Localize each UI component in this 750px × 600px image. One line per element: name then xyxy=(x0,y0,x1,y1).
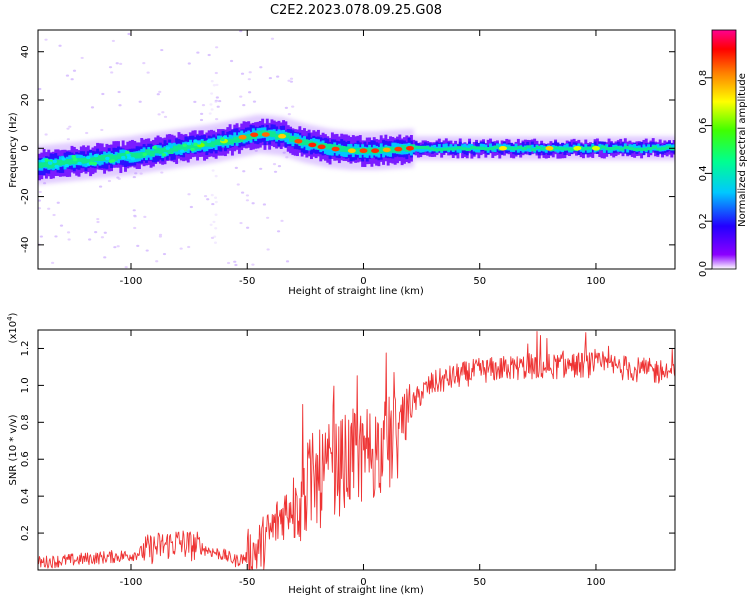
x-tick-label: -50 xyxy=(239,577,255,588)
x-tick-label: 50 xyxy=(473,577,486,588)
colorbar-ticks: 0.0 0.2 0.4 0.6 0.8 xyxy=(698,70,712,277)
snr-x-label: Height of straight line (km) xyxy=(288,585,424,596)
y-tick-label: 0.6 xyxy=(20,451,31,467)
snr-y-label: SNR (10 * v/v) xyxy=(8,414,19,485)
heatmap-noise xyxy=(38,30,295,269)
y-tick-label: 1.2 xyxy=(20,341,31,357)
y-tick-label: -40 xyxy=(20,237,31,253)
snr-y-ticks: 0.2 0.4 0.6 0.8 1.0 1.2 xyxy=(20,341,675,541)
x-tick-label: -100 xyxy=(120,577,143,588)
y-tick-label: 0 xyxy=(20,145,31,151)
y-tick-label: -20 xyxy=(20,188,31,204)
heatmap-hotspots xyxy=(41,132,600,169)
colorbar-tick-label: 0.4 xyxy=(698,165,709,181)
colorbar-tick-label: 0.0 xyxy=(698,261,709,277)
x-tick-label: 0 xyxy=(360,276,366,287)
colorbar: 0.0 0.2 0.4 0.6 0.8 Normalized spectral ampl… xyxy=(698,29,748,277)
snr-series-line xyxy=(38,331,675,570)
x-tick-label: 0 xyxy=(360,577,366,588)
spectrogram-y-ticks: -40 -20 0 20 40 xyxy=(20,45,675,253)
spectrogram-frame xyxy=(37,29,676,270)
y-tick-label: 0.8 xyxy=(20,414,31,430)
colorbar-gradient xyxy=(711,29,737,270)
y-tick-label: 40 xyxy=(20,45,31,58)
x-tick-label: -100 xyxy=(120,276,143,287)
y-tick-label: 20 xyxy=(20,94,31,107)
x-tick-label: 100 xyxy=(586,577,605,588)
snr-frame xyxy=(37,329,676,571)
colorbar-tick-label: 0.2 xyxy=(698,213,709,229)
spectrogram-x-label: Height of straight line (km) xyxy=(288,286,424,297)
snr-panel: -100 -50 0 50 100 0.2 0.4 0.6 0.8 1.0 1.2 Height … xyxy=(6,312,676,596)
snr-y-multiplier: (x104) xyxy=(6,312,19,343)
x-tick-label: 100 xyxy=(586,276,605,287)
x-tick-label: 50 xyxy=(473,276,486,287)
spectrogram-x-ticks: -100 -50 0 50 100 xyxy=(120,30,606,287)
snr-x-ticks: -100 -50 0 50 100 xyxy=(120,330,606,588)
spectrogram-y-label: Frequency (Hz) xyxy=(8,112,19,188)
chart-title: C2E2.2023.078.09.25.G08 xyxy=(270,3,442,18)
colorbar-label: Normalized spectral amplitude xyxy=(737,73,748,227)
colorbar-tick-label: 0.6 xyxy=(698,118,709,134)
y-tick-label: 1.0 xyxy=(20,377,31,393)
colorbar-tick-label: 0.8 xyxy=(698,70,709,86)
x-tick-label: -50 xyxy=(239,276,255,287)
spectrogram-heatmap xyxy=(38,30,675,269)
y-tick-label: 0.2 xyxy=(20,525,31,541)
y-tick-label: 0.4 xyxy=(20,488,31,504)
spectrogram-panel: -100 -50 0 50 100 -40 -20 0 20 40 Height of stra… xyxy=(8,29,676,297)
